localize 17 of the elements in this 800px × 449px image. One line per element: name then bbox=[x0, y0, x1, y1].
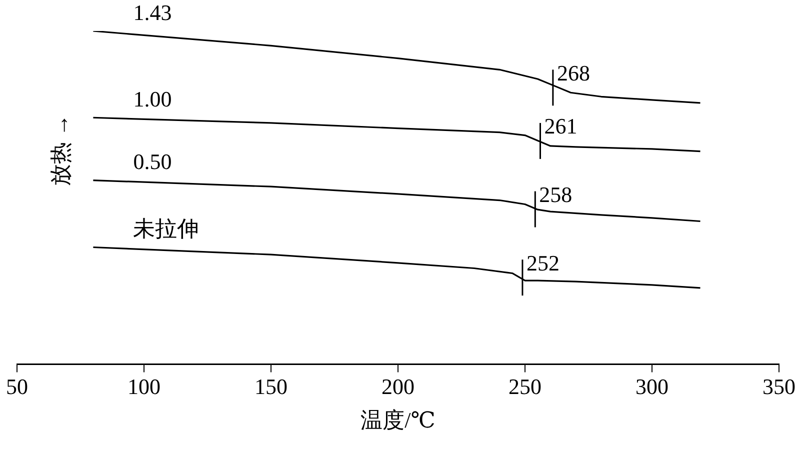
series-label: 1.00 bbox=[133, 86, 172, 112]
x-tick-label: 200 bbox=[382, 374, 414, 400]
annotation: 258 bbox=[539, 182, 572, 208]
annotation: 261 bbox=[544, 114, 578, 139]
series-label: 1.43 bbox=[133, 0, 172, 25]
series-label: 未拉伸 bbox=[133, 216, 200, 242]
annotation: 268 bbox=[556, 60, 590, 86]
x-tick-label: 150 bbox=[254, 374, 288, 400]
x-tick-label: 50 bbox=[6, 374, 28, 400]
x-tick-label: 100 bbox=[128, 374, 160, 400]
x-tick-label: 250 bbox=[508, 374, 542, 400]
x-tick-label: 350 bbox=[762, 374, 796, 400]
annotation: 252 bbox=[526, 250, 560, 276]
x-tick-label: 300 bbox=[636, 374, 668, 400]
series-label: 0.50 bbox=[133, 149, 172, 174]
y-axis-title: 放热 → bbox=[48, 114, 73, 186]
x-axis-title: 温度/℃ bbox=[360, 408, 436, 433]
